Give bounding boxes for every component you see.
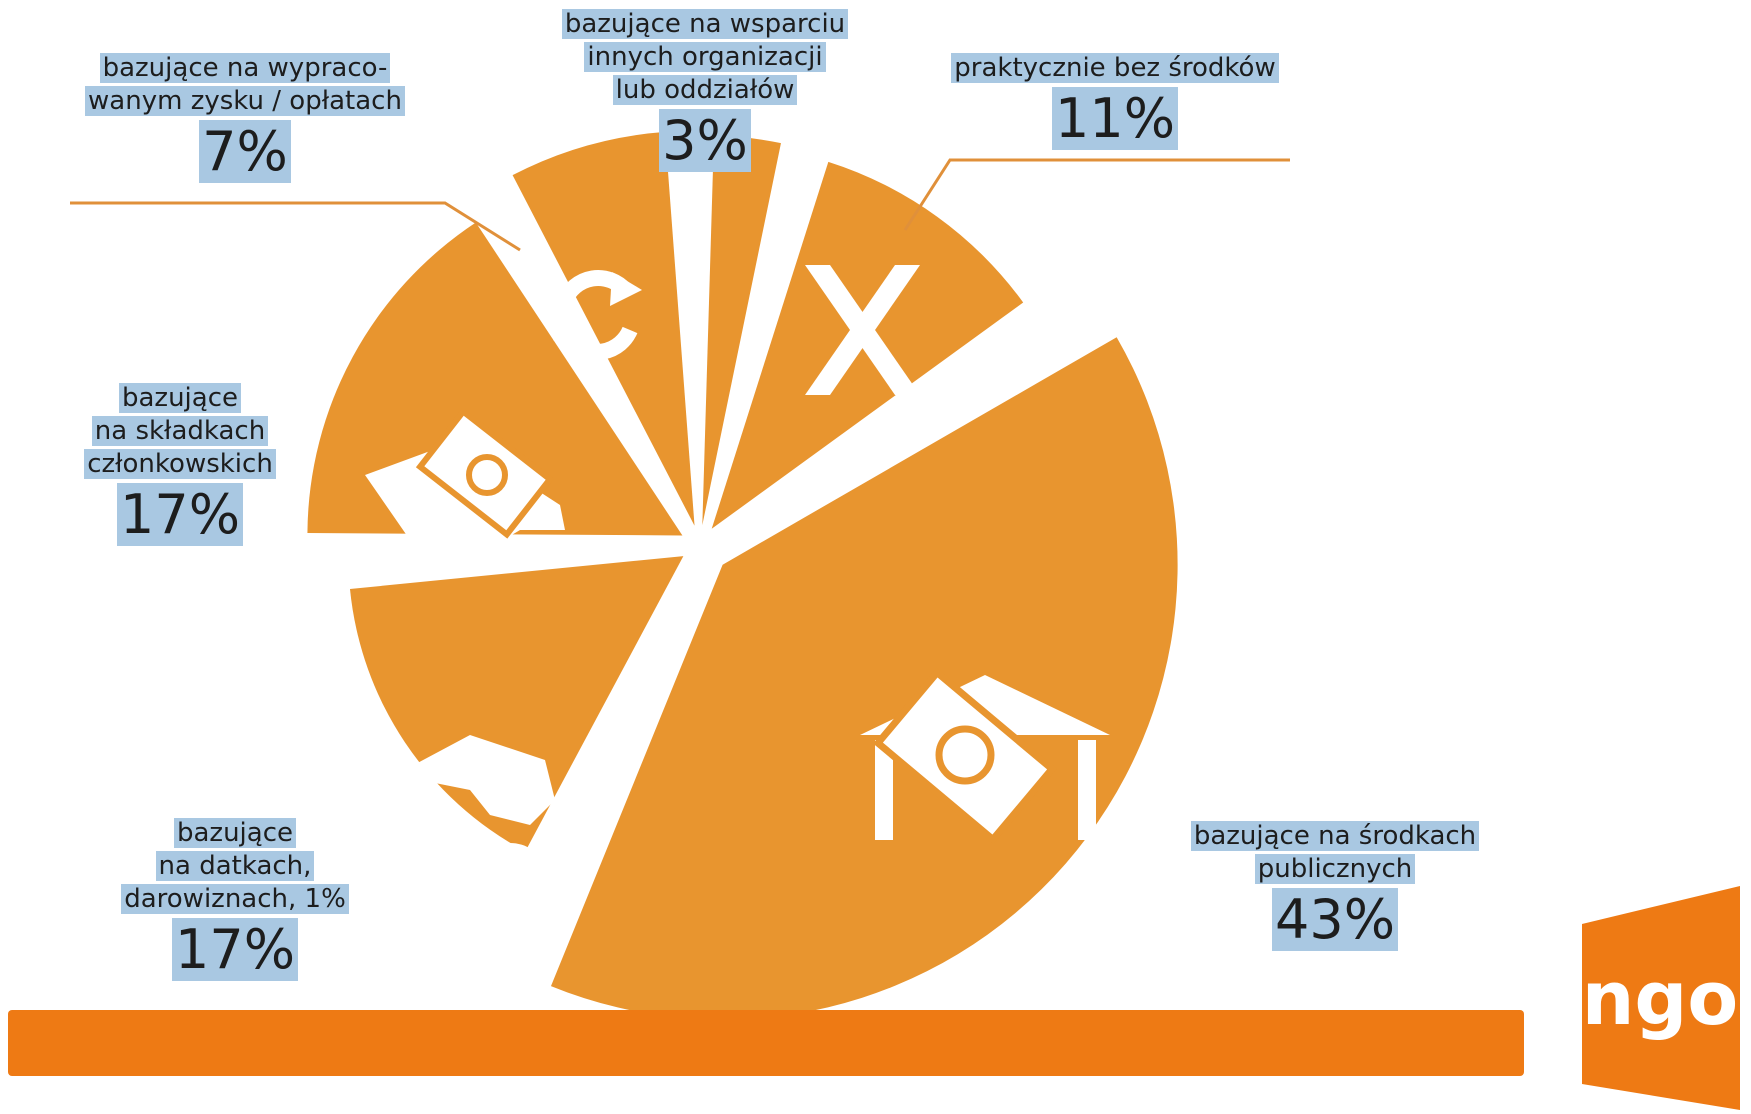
label-wsparcie-pct: 3%	[659, 109, 751, 172]
label-publiczne-pct: 43%	[1271, 888, 1399, 951]
label-skladki-line1: bazujące	[118, 383, 241, 413]
label-zysk-pct: 7%	[199, 120, 291, 183]
label-bez: praktycznie bez środków 11%	[920, 52, 1310, 151]
leader-line-zysk	[70, 201, 521, 252]
money-building-icon	[860, 667, 1110, 845]
x-mark-icon	[805, 265, 920, 395]
label-zysk: bazujące na wypraco- wanym zysku / opłat…	[55, 52, 435, 184]
label-wsparcie-line2: innych organizacji	[584, 42, 826, 72]
pie-slice-1	[550, 337, 1178, 1020]
label-datki-pct: 17%	[171, 918, 299, 981]
label-zysk-line2: wanym zysku / opłatach	[85, 86, 405, 116]
label-datki: bazujące na datkach, darowiznach, 1% 17%	[85, 817, 385, 982]
label-datki-line1: bazujące	[173, 818, 296, 848]
label-wsparcie: bazujące na wsparciu innych organizacji …	[535, 8, 875, 173]
svg-text:ngo: ngo	[1582, 956, 1739, 1042]
label-bez-pct: 11%	[1051, 87, 1179, 150]
pie-slice-4	[512, 131, 695, 526]
label-publiczne: bazujące na środkach publicznych 43%	[1155, 820, 1515, 952]
pie-slice-5	[702, 135, 781, 526]
label-datki-line3: darowiznach, 1%	[121, 884, 349, 914]
footer-bar	[8, 1010, 1524, 1076]
money-in-hand-icon	[365, 407, 565, 560]
leader-line-bez	[903, 158, 1290, 231]
label-wsparcie-line1: bazujące na wsparciu	[561, 9, 849, 39]
label-skladki: bazujące na składkach członkowskich 17%	[60, 382, 300, 547]
label-skladki-line2: na składkach	[91, 416, 269, 446]
label-datki-line2: na datkach,	[155, 851, 315, 881]
pie-slice-3	[307, 222, 683, 536]
label-zysk-line1: bazujące na wypraco-	[99, 53, 391, 83]
ngo-logo: ngo	[1582, 886, 1740, 1110]
label-publiczne-line2: publicznych	[1254, 854, 1416, 884]
label-skladki-pct: 17%	[116, 483, 244, 546]
label-skladki-line3: członkowskich	[84, 449, 276, 479]
label-publiczne-line1: bazujące na środkach	[1190, 821, 1480, 851]
pie-slices	[307, 131, 1178, 1020]
coin-in-hand-icon	[395, 735, 565, 935]
label-bez-line1: praktycznie bez środków	[951, 53, 1279, 83]
label-wsparcie-line3: lub oddziałów	[612, 75, 798, 105]
